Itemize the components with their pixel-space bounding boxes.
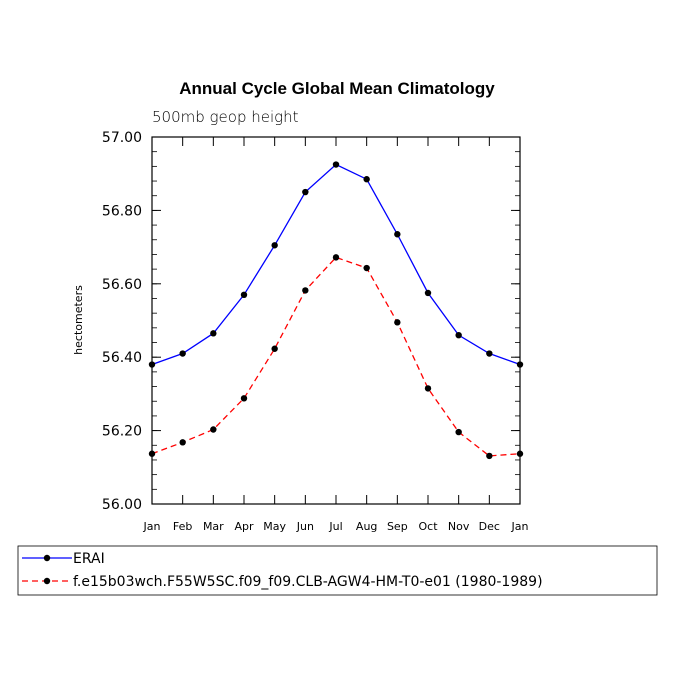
legend-entry-2: f.e15b03wch.F55W5SC.f09_f09.CLB-AGW4-HM-… bbox=[22, 574, 543, 590]
y-tick-label: 56.00 bbox=[102, 497, 142, 513]
data-point bbox=[394, 231, 401, 238]
data-point bbox=[486, 350, 493, 357]
x-tick-label: Jun bbox=[296, 520, 314, 533]
data-point bbox=[332, 161, 340, 168]
data-point bbox=[271, 345, 278, 352]
data-point bbox=[148, 450, 156, 457]
data-point bbox=[486, 452, 493, 460]
x-tick-label: May bbox=[263, 520, 286, 533]
series-line-2 bbox=[151, 256, 521, 457]
x-tick-labels: Jan Feb Mar Apr May Jun Jul Aug Sep Oct Nov Dec Jan bbox=[143, 520, 529, 533]
data-point bbox=[302, 188, 309, 196]
legend-label: ERAI bbox=[73, 551, 105, 567]
x-tick-label: Jan bbox=[143, 520, 161, 533]
y-tick-label: 57.00 bbox=[102, 130, 142, 146]
x-tick-label: Jan bbox=[511, 520, 529, 533]
data-point bbox=[332, 254, 340, 261]
y-axis-label: hectometers bbox=[72, 285, 85, 355]
legend-marker bbox=[43, 554, 51, 562]
x-tick-label: Sep bbox=[387, 520, 408, 533]
series-line-1 bbox=[151, 163, 521, 366]
plot-frame bbox=[151, 136, 521, 505]
legend: ERAI f.e15b03wch.F55W5SC.f09_f09.CLB-AGW4… bbox=[17, 545, 658, 596]
data-point bbox=[424, 385, 432, 392]
axis-ticks bbox=[151, 136, 521, 505]
y-tick-label: 56.20 bbox=[102, 424, 142, 440]
data-point bbox=[516, 361, 524, 368]
x-tick-label: Aug bbox=[356, 520, 377, 533]
y-tick-label: 56.60 bbox=[102, 277, 142, 293]
series-1 bbox=[148, 161, 524, 368]
legend-label: f.e15b03wch.F55W5SC.f09_f09.CLB-AGW4-HM-… bbox=[73, 574, 543, 590]
x-tick-label: Jul bbox=[328, 520, 342, 533]
data-point bbox=[271, 242, 278, 249]
data-point bbox=[363, 264, 370, 272]
legend-entry-1: ERAI bbox=[22, 551, 105, 567]
data-point bbox=[455, 428, 462, 436]
chart-title: Annual Cycle Global Mean Climatology bbox=[179, 79, 495, 98]
y-tick-label: 56.80 bbox=[102, 203, 142, 219]
series-layer bbox=[148, 161, 524, 460]
data-point bbox=[179, 439, 186, 446]
data-point bbox=[240, 291, 248, 299]
data-point bbox=[394, 319, 401, 326]
data-point bbox=[302, 287, 309, 294]
x-tick-label: Nov bbox=[448, 520, 470, 533]
x-tick-label: Dec bbox=[479, 520, 500, 533]
data-point bbox=[148, 361, 156, 368]
series-2 bbox=[148, 254, 524, 460]
y-tick-labels: 56.00 56.20 56.40 56.60 56.80 57.00 bbox=[102, 130, 142, 513]
x-tick-label: Apr bbox=[234, 520, 254, 533]
legend-marker bbox=[43, 577, 51, 585]
data-point bbox=[240, 395, 248, 402]
x-tick-label: Oct bbox=[418, 520, 438, 533]
data-point bbox=[210, 330, 217, 337]
chart-subtitle: 500mb geop height bbox=[152, 108, 299, 126]
x-tick-label: Mar bbox=[203, 520, 224, 533]
data-point bbox=[455, 331, 462, 339]
y-tick-label: 56.40 bbox=[102, 350, 142, 366]
data-point bbox=[179, 350, 186, 357]
data-point bbox=[424, 289, 432, 297]
data-point bbox=[516, 450, 524, 457]
data-point bbox=[210, 426, 217, 433]
x-tick-label: Feb bbox=[173, 520, 192, 533]
data-point bbox=[363, 176, 370, 183]
legend-box bbox=[17, 545, 658, 596]
